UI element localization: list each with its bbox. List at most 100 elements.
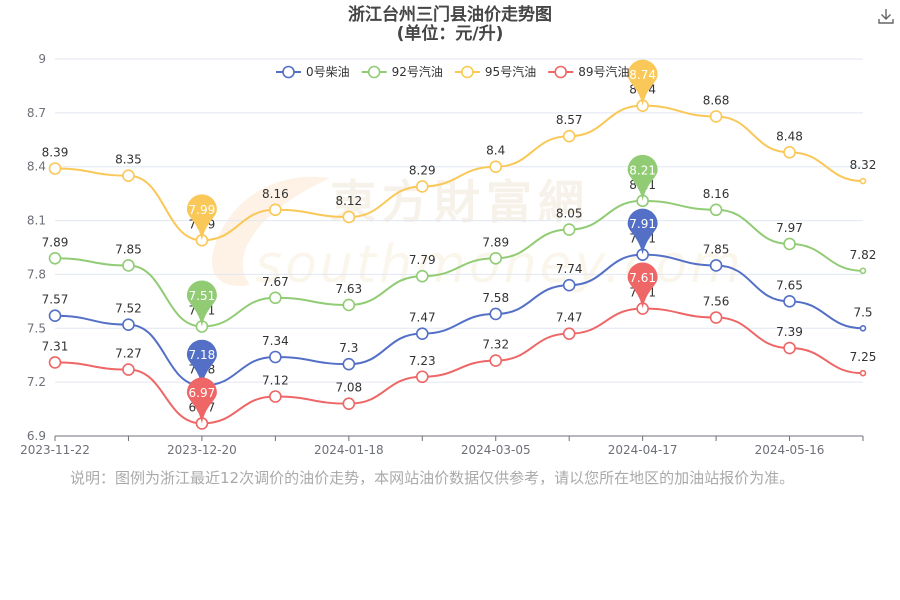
data-label: 8.16	[703, 187, 730, 201]
grid-lines	[55, 58, 863, 383]
data-label: 7.89	[482, 235, 509, 249]
min-marker-3: 6.97	[186, 377, 217, 424]
legend-item-3: 89号汽油	[548, 64, 629, 79]
data-point	[415, 327, 429, 340]
data-label: 7.58	[482, 291, 509, 305]
data-point	[562, 223, 576, 236]
data-label: 7.23	[409, 354, 436, 368]
data-point	[122, 318, 135, 331]
data-point	[562, 327, 576, 340]
data-point	[489, 160, 503, 174]
data-label: 7.47	[409, 311, 436, 325]
data-label: 7.52	[115, 302, 142, 316]
data-label: 8.68	[703, 93, 730, 107]
data-point	[122, 259, 135, 272]
y-tick-label: 8.4	[27, 160, 46, 174]
data-label: 7.85	[703, 242, 730, 256]
data-point	[122, 363, 135, 376]
legend-item-1: 92号汽油	[361, 64, 443, 79]
data-label: 7.65	[776, 278, 803, 292]
data-point	[269, 350, 282, 364]
marker-pin	[627, 154, 658, 201]
data-point	[269, 291, 282, 305]
series-line-1	[54, 199, 864, 328]
legend-label: 92号汽油	[392, 64, 443, 79]
data-point	[709, 203, 723, 217]
legend-item-0: 0号柴油	[276, 65, 350, 79]
marker-pin	[186, 280, 217, 327]
y-tick-label: 6.9	[27, 429, 46, 443]
data-point	[489, 251, 503, 265]
data-point	[415, 269, 429, 283]
data-point	[269, 390, 282, 403]
y-tick-label: 7.8	[27, 267, 46, 281]
marker-label: 7.61	[629, 271, 656, 285]
data-label: 7.32	[482, 338, 509, 352]
data-point	[562, 278, 576, 292]
data-label: 7.08	[335, 381, 362, 395]
max-marker-1: 8.21	[627, 154, 658, 201]
max-marker-0: 7.91	[627, 208, 658, 255]
data-label: 8.4	[486, 144, 505, 158]
data-label: 7.67	[262, 275, 289, 289]
marker-label: 6.97	[189, 386, 216, 400]
legend-marker	[554, 65, 568, 79]
data-label: 7.27	[115, 347, 142, 361]
data-label: 8.29	[409, 163, 436, 177]
legend-label: 89号汽油	[578, 64, 629, 79]
legend: 0号柴油 92号汽油 95号汽油 89号汽油	[276, 64, 629, 79]
data-point	[859, 267, 867, 275]
y-tick-label: 8.1	[27, 214, 46, 228]
data-point	[415, 180, 429, 193]
data-point	[562, 129, 576, 143]
watermark-text: 東方財富網	[330, 175, 590, 229]
data-point	[48, 356, 62, 369]
data-label: 7.74	[556, 262, 583, 276]
download-icon[interactable]	[876, 6, 896, 26]
data-label: 7.34	[262, 334, 289, 348]
min-marker-1: 7.51	[186, 280, 217, 327]
x-tick-label: 2023-12-20	[167, 443, 237, 457]
min-marker-0: 7.18	[186, 339, 217, 386]
data-point	[859, 369, 867, 377]
data-point	[783, 295, 796, 308]
chart-note: 说明：图例为浙江最近12次调价的油价走势，本网站油价数据仅供参考，请以您所在地区…	[70, 469, 795, 487]
marker-pin	[186, 339, 217, 386]
series-line-0	[54, 253, 864, 387]
data-point	[859, 177, 867, 185]
min-max-markers: 7.91 7.18 8.21 7.51 8.74 7.99 7.61 6.97	[186, 59, 658, 424]
data-point	[342, 210, 356, 224]
y-tick-label: 7.5	[27, 321, 46, 335]
watermark-logo: 東方財富網 southmoney.com	[211, 175, 741, 295]
min-marker-2: 7.99	[186, 194, 217, 241]
data-labels: 7.57 7.52 7.18 7.34 7.3 7.47 7.58 7.74 7.91 7.85 7…	[42, 83, 877, 415]
data-label: 7.85	[115, 242, 142, 256]
data-label: 8.57	[556, 113, 583, 127]
marker-label: 7.18	[189, 348, 216, 362]
marker-label: 8.21	[629, 163, 656, 177]
series-line-2	[54, 104, 864, 242]
data-label: 7.39	[776, 325, 803, 339]
data-label: 7.57	[42, 293, 69, 307]
data-label: 7.31	[42, 339, 69, 353]
x-tick-label: 2023-11-22	[20, 443, 90, 457]
data-point	[415, 370, 429, 384]
marker-label: 7.99	[189, 203, 216, 217]
data-point	[122, 169, 135, 182]
data-point	[709, 110, 723, 123]
data-label: 7.79	[409, 253, 436, 267]
data-point	[48, 309, 62, 323]
data-point	[489, 354, 503, 367]
marker-pin	[627, 59, 658, 106]
max-marker-3: 7.61	[627, 262, 658, 309]
marker-pin	[186, 194, 217, 241]
data-point	[783, 341, 796, 355]
data-label: 7.5	[853, 305, 872, 319]
data-point	[709, 311, 723, 324]
data-point	[342, 298, 356, 312]
legend-marker	[367, 65, 381, 79]
y-tick-label: 7.2	[27, 375, 46, 389]
data-label: 7.12	[262, 374, 289, 388]
legend-item-2: 95号汽油	[454, 64, 536, 79]
